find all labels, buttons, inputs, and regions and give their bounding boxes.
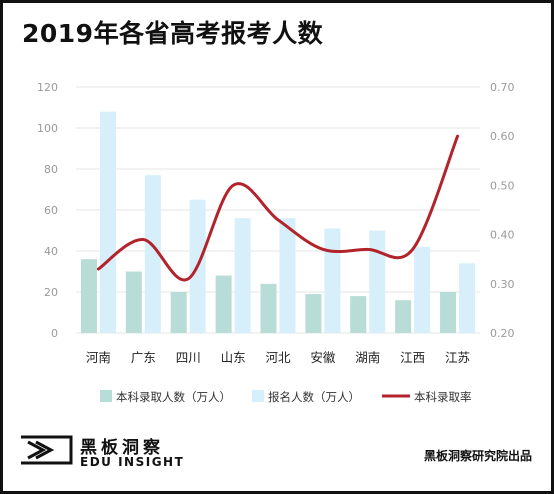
bar-applicants xyxy=(324,228,341,333)
y-right-tick-label: 0.50 xyxy=(490,179,515,192)
y-left-tick-label: 40 xyxy=(44,245,58,258)
bar-enrolled xyxy=(80,259,97,333)
chart-title: 2019年各省高考报考人数 xyxy=(22,19,324,48)
legend-swatch-applicants xyxy=(252,390,264,402)
y-right-tick-label: 0.60 xyxy=(490,130,515,143)
bar-applicants xyxy=(459,263,476,333)
bar-enrolled xyxy=(305,294,322,333)
y-left-tick-label: 60 xyxy=(44,204,58,217)
x-category-label: 河南 xyxy=(86,350,111,365)
line-series xyxy=(96,134,460,282)
legend-label-rate: 本科录取率 xyxy=(414,390,472,404)
edu-insight-logo-icon xyxy=(21,435,73,465)
bar-applicants xyxy=(99,111,116,333)
bar-enrolled xyxy=(440,292,457,333)
legend: 本科录取人数（万人） 报名人数（万人） 本科录取率 xyxy=(100,390,472,404)
bar-enrolled xyxy=(395,300,412,333)
x-category-label: 湖南 xyxy=(355,350,380,365)
bar-applicants xyxy=(279,218,296,333)
x-category-label: 广东 xyxy=(131,350,156,365)
rate-line xyxy=(96,134,460,282)
y-left-tick-label: 20 xyxy=(44,286,58,299)
y-right-tick-label: 0.40 xyxy=(490,229,515,242)
axis-labels: 0 20 40 60 80 100 120 0.20 0.30 0.40 0.50 0.60 0.70 河… xyxy=(37,81,515,365)
brand-name-en: EDU INSIGHT xyxy=(80,455,185,469)
x-category-label: 江苏 xyxy=(445,350,470,365)
legend-label-enrolled: 本科录取人数（万人） xyxy=(116,390,231,404)
x-category-label: 山东 xyxy=(221,350,246,365)
y-left-tick-label: 80 xyxy=(44,163,58,176)
bar-enrolled xyxy=(350,296,367,333)
x-category-label: 江西 xyxy=(400,350,425,365)
brand-name-cn: 黑板洞察 xyxy=(80,438,164,458)
legend-label-applicants: 报名人数（万人） xyxy=(268,390,360,404)
x-category-label: 河北 xyxy=(265,350,291,365)
bar-enrolled xyxy=(125,271,142,333)
bar-enrolled xyxy=(170,292,187,333)
bar-applicants xyxy=(414,246,431,333)
x-category-label: 四川 xyxy=(176,350,201,365)
y-right-tick-label: 0.20 xyxy=(490,327,515,340)
bar-enrolled xyxy=(215,275,232,333)
y-left-tick-label: 0 xyxy=(51,327,58,340)
bar-applicants xyxy=(234,218,251,333)
source-credit: 黑板洞察研究院出品 xyxy=(423,449,532,463)
y-left-tick-label: 120 xyxy=(37,81,58,94)
y-right-tick-label: 0.30 xyxy=(490,278,515,291)
bar-enrolled xyxy=(260,283,277,333)
x-category-label: 安徽 xyxy=(310,350,336,365)
bar-applicants xyxy=(369,230,386,333)
legend-swatch-enrolled xyxy=(100,390,112,402)
bar-series xyxy=(80,111,476,333)
y-right-tick-label: 0.70 xyxy=(490,81,515,94)
bar-applicants xyxy=(144,175,161,333)
y-left-tick-label: 100 xyxy=(37,122,58,135)
